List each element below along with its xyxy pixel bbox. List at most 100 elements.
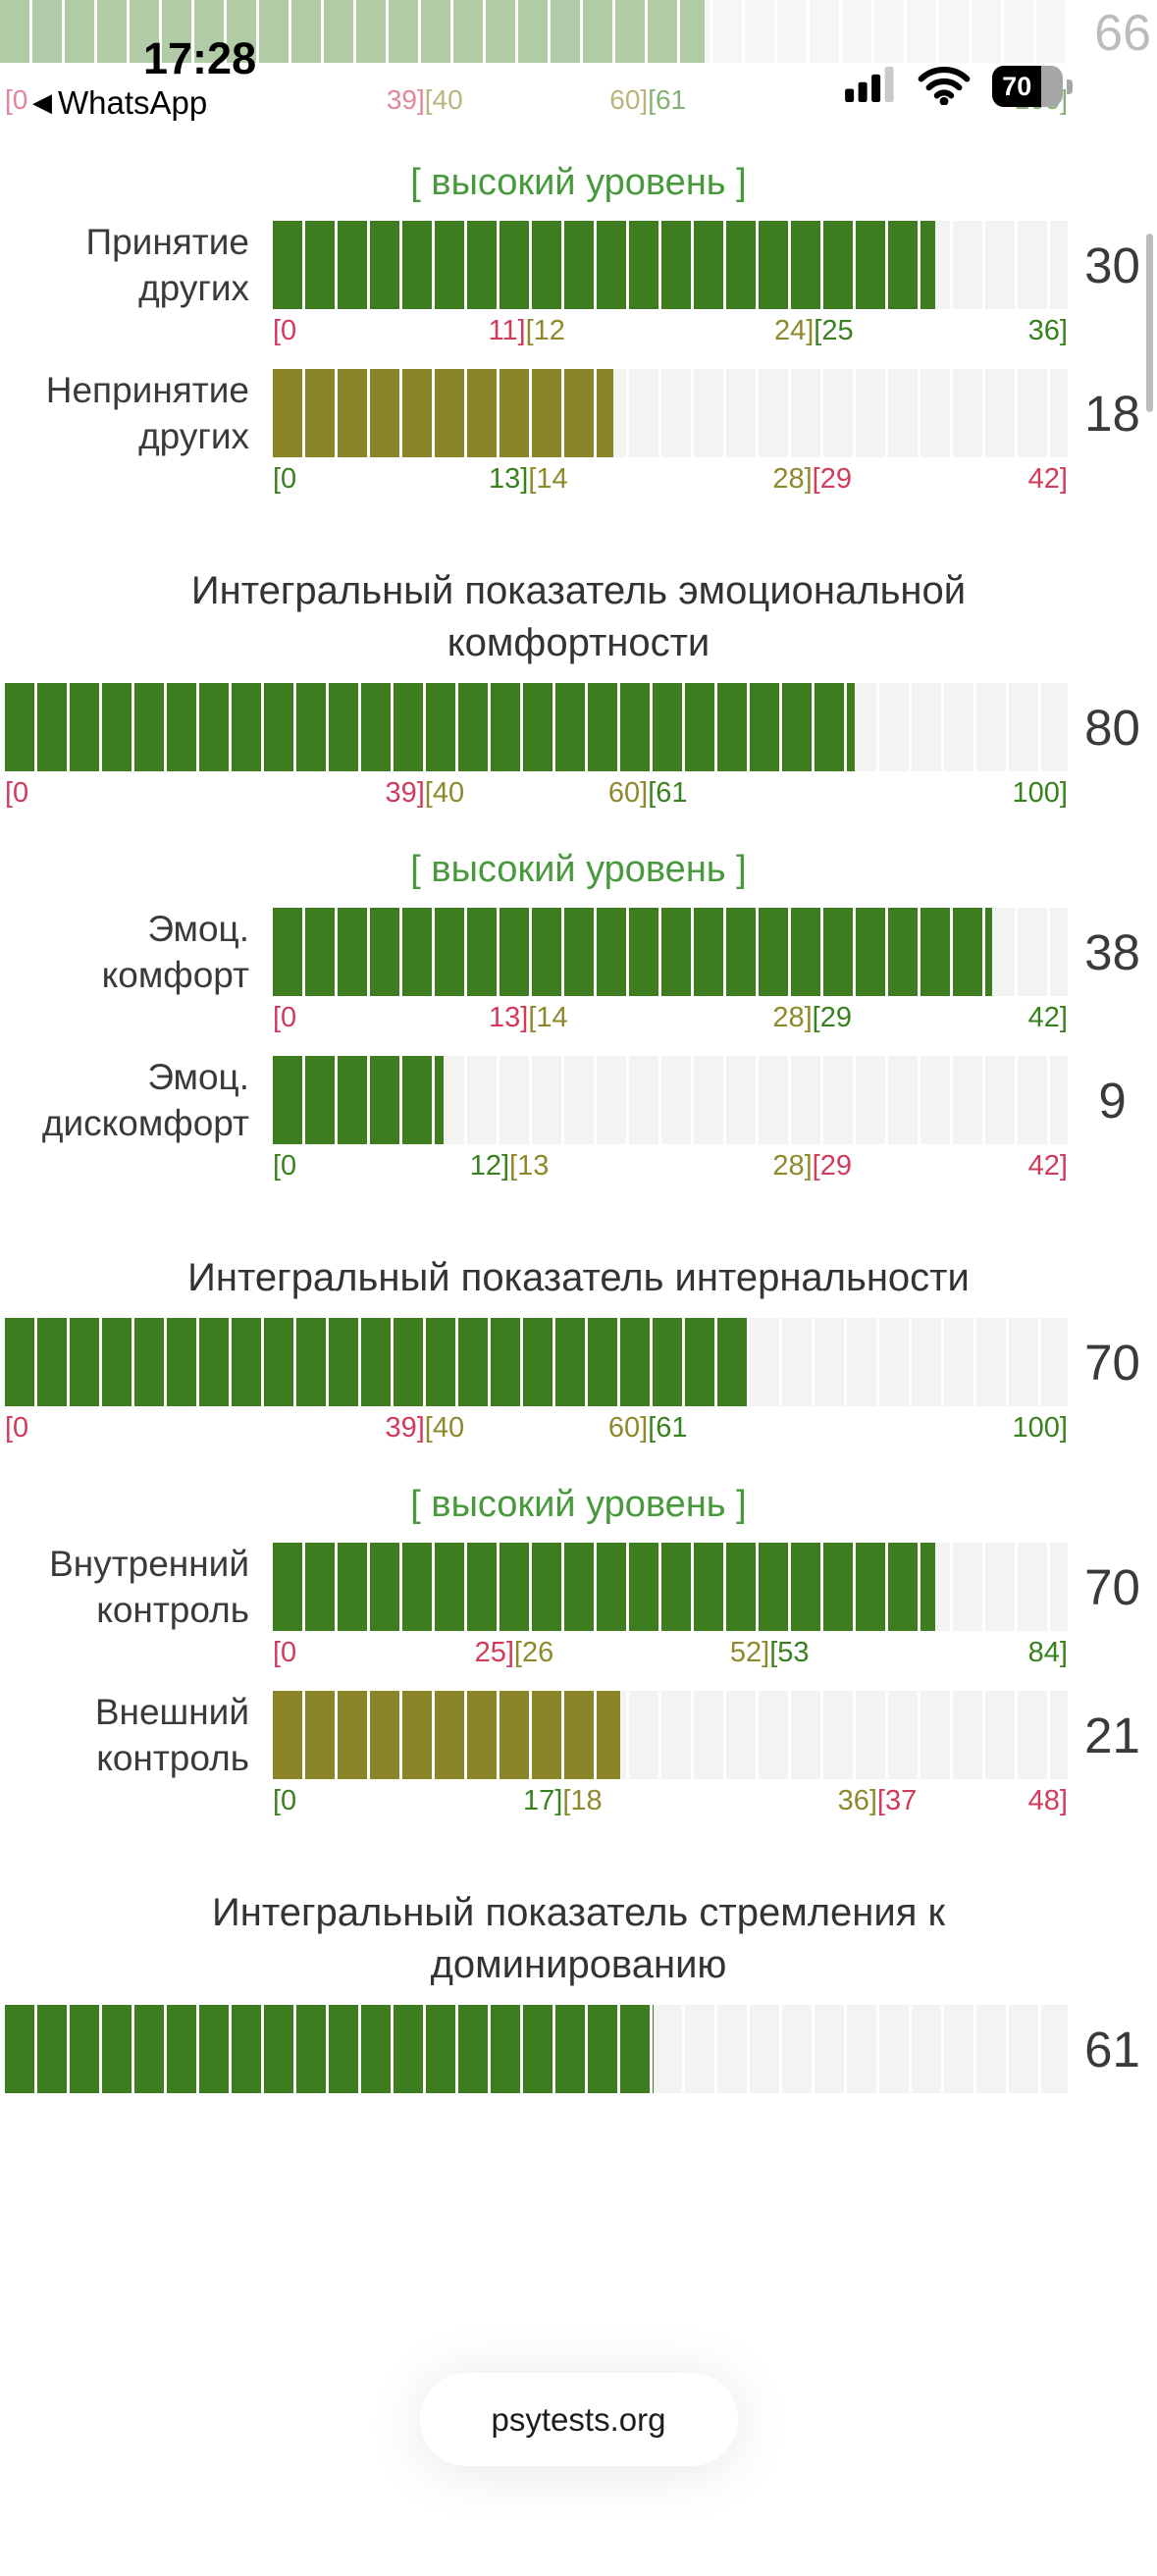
scale-value: 38	[1084, 923, 1140, 980]
scale-ticks: [0 39][40 60][61 100]	[5, 777, 1068, 816]
tick-part: [26	[513, 1637, 554, 1668]
scale-row: 61	[0, 2005, 1157, 2138]
tick-label: 28][29	[772, 1150, 852, 1183]
tick-label: [0	[273, 1637, 296, 1669]
scale-value: 21	[1084, 1707, 1140, 1763]
level-caption: [ высокий уровень ]	[410, 849, 747, 890]
tick-part: [12	[525, 315, 565, 346]
tick-part: 39]	[385, 777, 425, 809]
tick-part: [61	[648, 777, 688, 809]
tick-part: 28]	[772, 1150, 813, 1182]
scale-bar	[5, 1318, 1068, 1406]
tick-part: 100]	[1012, 777, 1068, 809]
scale-row: Эмоц. комфорт [0 13][14 28][29 42] 38	[0, 908, 1157, 1041]
tick-part: 12]	[469, 1150, 510, 1182]
scale-value: 61	[1084, 2021, 1140, 2077]
tick-part: 60]	[607, 1412, 649, 1444]
tick-label: [0	[273, 1002, 296, 1034]
scale-ticks: [0 12][13 28][29 42]	[273, 1150, 1068, 1189]
tick-part: 48]	[1027, 1785, 1068, 1816]
tick-part: [61	[648, 84, 687, 115]
scale-bar-fill	[5, 2005, 654, 2093]
scale-bar-column: [0 13][14 28][29 42]	[273, 908, 1068, 1041]
scale-label: Внутренний контроль	[49, 1544, 249, 1630]
tick-part: [0	[5, 777, 29, 809]
top-scale-bar-fill	[0, 0, 706, 63]
tick-part: 13]	[489, 1002, 529, 1033]
tick-part: [0	[5, 84, 28, 115]
tick-part: [0	[273, 1785, 297, 1816]
tick-label: 48]	[1028, 1785, 1068, 1817]
tick-label: 60][61	[608, 777, 688, 810]
tick-label: 36][37	[838, 1785, 918, 1817]
tick-label: [0	[5, 777, 28, 810]
level-caption: [ высокий уровень ]	[410, 162, 747, 203]
tick-part: 42]	[1027, 463, 1068, 495]
tick-part: 11]	[488, 315, 526, 346]
tick-label: 13][14	[489, 1002, 568, 1034]
tick-label: 12][13	[470, 1150, 550, 1183]
tick-part: [40	[424, 777, 465, 809]
scale-bar-fill	[273, 1543, 935, 1631]
scale-bar	[273, 369, 1068, 457]
section-title: Интегральный показатель стремления к дом…	[212, 1891, 945, 1986]
scale-bar	[5, 2005, 1068, 2093]
scale-value: 70	[1084, 1334, 1140, 1391]
section-title: Интегральный показатель интернальности	[187, 1256, 970, 1299]
scale-row: Непринятие других [0 13][14 28][29 42] 18	[0, 369, 1157, 502]
tick-label: [0	[273, 1785, 296, 1817]
scale-ticks: [0 25][26 52][53 84]	[273, 1637, 1068, 1676]
tick-part: 25]	[474, 1637, 514, 1668]
scale-bar-column: [0 25][26 52][53 84]	[273, 1543, 1068, 1676]
tick-part: [40	[424, 84, 463, 115]
tick-part: 39]	[385, 1412, 425, 1444]
battery-icon: 70	[992, 66, 1063, 107]
tick-label: 28][29	[772, 1002, 852, 1034]
scale-bar	[273, 1056, 1068, 1144]
tick-label: 28][29	[772, 463, 852, 496]
tick-part: [40	[424, 1412, 465, 1444]
tick-label: 42]	[1028, 463, 1068, 496]
tick-label: [0	[5, 84, 27, 116]
address-bar-pill[interactable]: psytests.org	[419, 2373, 738, 2466]
tick-label: [0	[273, 463, 296, 496]
scale-bar-column	[5, 2005, 1068, 2138]
tick-part: [29	[812, 463, 852, 495]
tick-label: 84]	[1028, 1637, 1068, 1669]
tick-label: 42]	[1028, 1150, 1068, 1183]
scale-bar-fill	[5, 683, 856, 771]
scale-bar-fill	[273, 1056, 444, 1144]
battery-percent: 70	[992, 66, 1042, 107]
site-label: psytests.org	[491, 2400, 666, 2438]
tick-label: 24][25	[774, 315, 854, 347]
top-scale-bar	[0, 0, 1068, 63]
tick-part: 60]	[607, 777, 649, 809]
back-app-label: WhatsApp	[58, 84, 208, 121]
tick-part: 36]	[837, 1785, 877, 1816]
tick-part: 39]	[386, 84, 425, 115]
scale-ticks: [0 11][12 24][25 36]	[273, 315, 1068, 354]
scale-bar-column: [0 11][12 24][25 36]	[273, 221, 1068, 354]
scale-row: Принятие других [0 11][12 24][25 36] 30	[0, 221, 1157, 354]
scale-row: [0 39][40 60][61 100] 70	[0, 1318, 1157, 1451]
tick-part: 52]	[729, 1637, 770, 1668]
tick-part: [29	[812, 1150, 852, 1182]
scale-bar	[273, 908, 1068, 996]
scale-bar-fill	[273, 369, 614, 457]
tick-label: [0	[273, 315, 296, 347]
scale-value: 30	[1084, 237, 1140, 293]
tick-part: [14	[528, 463, 568, 495]
tick-part: 28]	[772, 463, 813, 495]
tick-label: 13][14	[489, 463, 568, 496]
scale-bar-column: [0 13][14 28][29 42]	[273, 369, 1068, 502]
scale-ticks	[5, 2099, 1068, 2138]
tick-part: [37	[876, 1785, 918, 1816]
tick-part: [61	[648, 1412, 688, 1444]
scale-value: 80	[1084, 699, 1140, 756]
scale-bar	[5, 683, 1068, 771]
scale-label: Внешний контроль	[94, 1692, 249, 1778]
scale-bar-column: [0 12][13 28][29 42]	[273, 1056, 1068, 1189]
scale-bar-column: [0 39][40 60][61 100]	[5, 1318, 1068, 1451]
back-to-app-button[interactable]: ◀ WhatsApp	[32, 84, 207, 122]
